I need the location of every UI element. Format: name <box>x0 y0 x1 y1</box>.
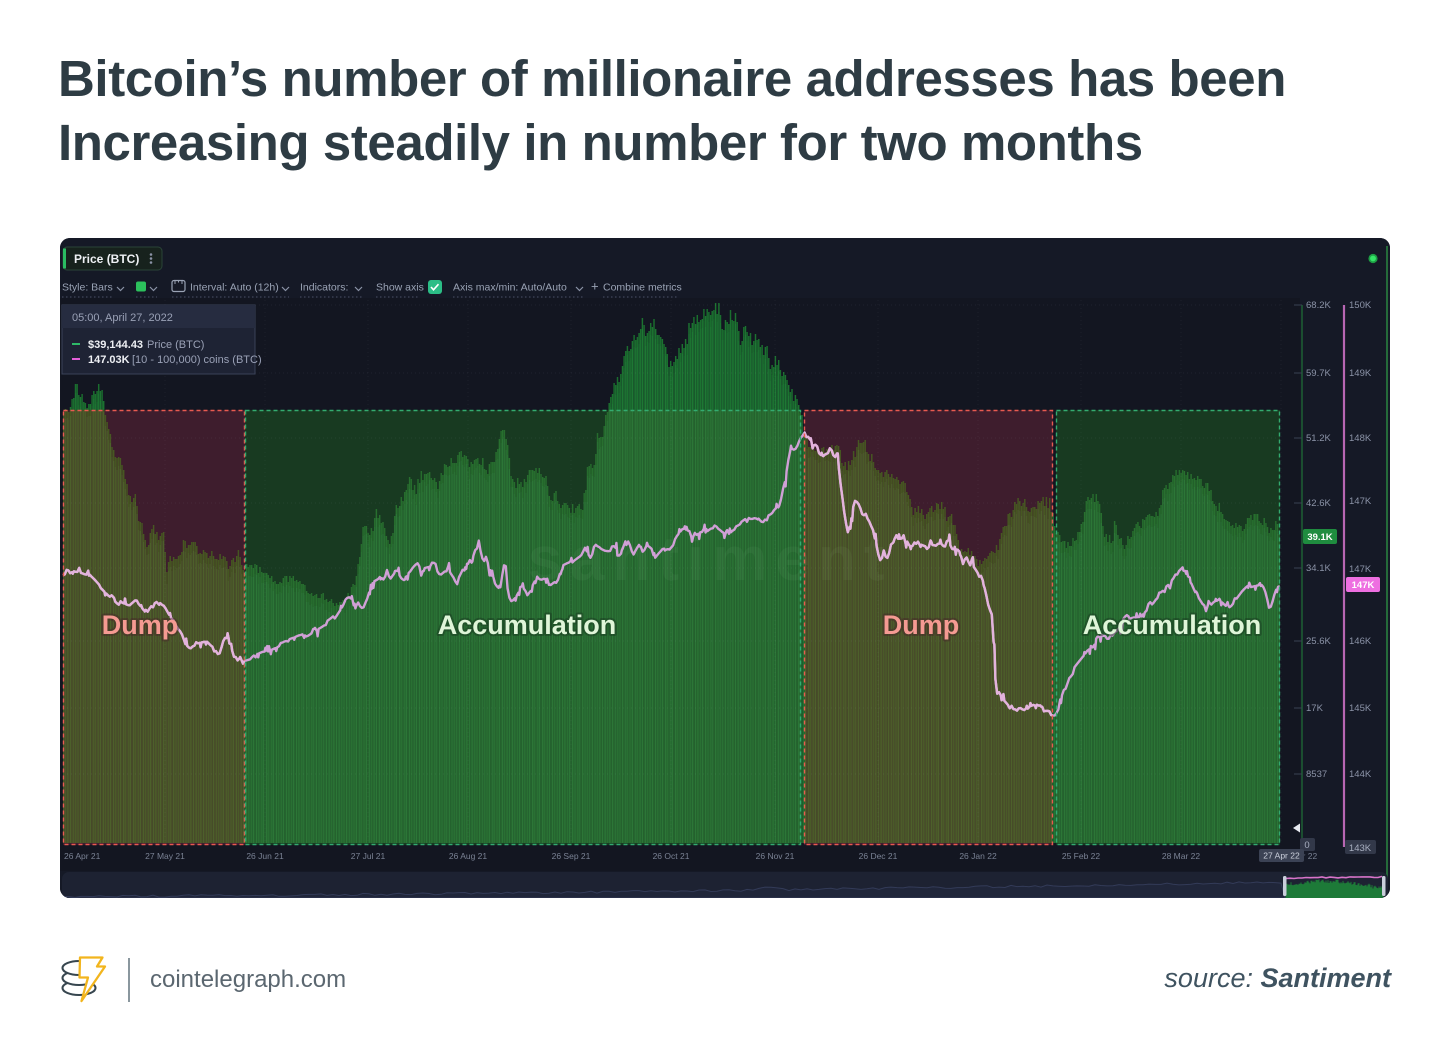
svg-text:39.1K: 39.1K <box>1307 532 1332 543</box>
svg-text:25.6K: 25.6K <box>1306 636 1331 647</box>
svg-text:Indicators:: Indicators: <box>300 282 348 294</box>
svg-text:28 Mar 22: 28 Mar 22 <box>1162 851 1201 861</box>
svg-text:150K: 150K <box>1349 300 1372 311</box>
svg-text:26 Oct 21: 26 Oct 21 <box>653 851 690 861</box>
svg-text:Show axis: Show axis <box>376 282 424 294</box>
svg-text:145K: 145K <box>1349 703 1372 714</box>
svg-text:[10 - 100,000) coins (BTC): [10 - 100,000) coins (BTC) <box>132 354 262 366</box>
svg-text:27 Apr 22: 27 Apr 22 <box>1263 851 1300 861</box>
svg-text:147K: 147K <box>1349 496 1372 507</box>
svg-text:26 Dec 21: 26 Dec 21 <box>859 851 898 861</box>
svg-text:+: + <box>591 279 599 294</box>
svg-text:51.2K: 51.2K <box>1306 433 1331 444</box>
svg-text:Axis max/min: Auto/Auto: Axis max/min: Auto/Auto <box>453 282 567 294</box>
svg-text:0: 0 <box>1304 840 1309 851</box>
svg-text:59.7K: 59.7K <box>1306 368 1331 379</box>
svg-text:144K: 144K <box>1349 769 1372 780</box>
svg-text:148K: 148K <box>1349 433 1372 444</box>
svg-text:Dump: Dump <box>102 610 179 640</box>
svg-text:8537: 8537 <box>1306 769 1327 780</box>
svg-text:26 Nov 21: 26 Nov 21 <box>756 851 795 861</box>
svg-text:146K: 146K <box>1349 636 1372 647</box>
svg-text:26 Sep 21: 26 Sep 21 <box>552 851 591 861</box>
svg-text:149K: 149K <box>1349 368 1372 379</box>
svg-text:santiment: santiment <box>528 525 893 594</box>
svg-text:Style: Bars: Style: Bars <box>62 282 113 294</box>
svg-text:147K: 147K <box>1352 580 1375 591</box>
svg-text:26 Jan 22: 26 Jan 22 <box>959 851 997 861</box>
svg-text:Combine metrics: Combine metrics <box>603 282 682 294</box>
svg-text:25 Feb 22: 25 Feb 22 <box>1062 851 1101 861</box>
svg-text:Price (BTC): Price (BTC) <box>147 339 204 351</box>
svg-text:34.1K: 34.1K <box>1306 563 1331 574</box>
svg-text:26 Jun 21: 26 Jun 21 <box>246 851 284 861</box>
svg-text:Accumulation: Accumulation <box>1083 610 1262 640</box>
svg-text:147K: 147K <box>1349 564 1372 575</box>
svg-text:17K: 17K <box>1306 703 1324 714</box>
svg-text:27 Jul 21: 27 Jul 21 <box>351 851 386 861</box>
svg-text:42.6K: 42.6K <box>1306 498 1331 509</box>
svg-text:26 Aug 21: 26 Aug 21 <box>449 851 488 861</box>
svg-text:147.03K: 147.03K <box>88 354 130 366</box>
svg-text:Interval: Auto (12h): Interval: Auto (12h) <box>190 282 279 294</box>
svg-text:68.2K: 68.2K <box>1306 300 1331 311</box>
svg-text:Accumulation: Accumulation <box>438 610 617 640</box>
svg-text:05:00, April 27, 2022: 05:00, April 27, 2022 <box>72 312 173 324</box>
svg-text:Dump: Dump <box>883 610 960 640</box>
svg-text:Price (BTC): Price (BTC) <box>74 252 139 266</box>
svg-text:26 Apr 21: 26 Apr 21 <box>64 851 101 861</box>
svg-text:$39,144.43: $39,144.43 <box>88 339 143 351</box>
svg-text:143K: 143K <box>1349 843 1372 854</box>
svg-text:27 May 21: 27 May 21 <box>145 851 185 861</box>
